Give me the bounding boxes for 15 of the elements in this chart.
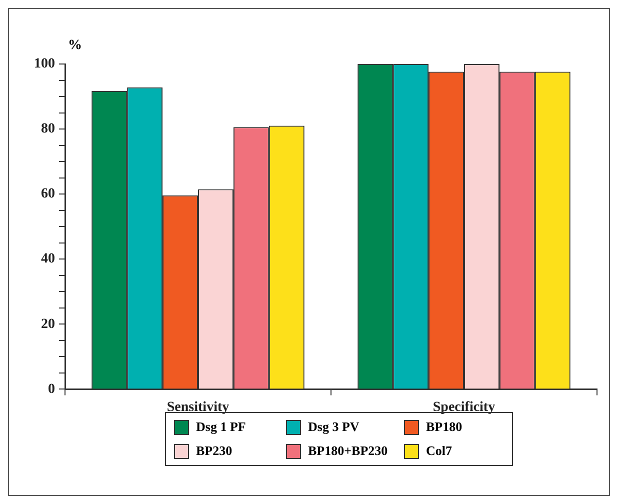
y-tick-label: 20	[41, 316, 55, 332]
y-tick-label: 80	[41, 122, 55, 137]
y-tick-label: 60	[41, 186, 55, 202]
legend-label: BP230	[196, 443, 232, 459]
y-tick-label: 40	[41, 252, 55, 267]
legend-label: Dsg 3 PV	[308, 419, 360, 435]
x-tick-label: Specificity	[432, 400, 496, 416]
y-tick-label: 100	[34, 56, 55, 72]
legend-label: BP180+BP230	[308, 443, 388, 459]
y-axis-title: %	[68, 38, 82, 54]
legend-label: Dsg 1 PF	[196, 419, 246, 435]
legend-label: BP180	[426, 419, 462, 435]
legend-label: Col7	[426, 443, 452, 459]
x-tick-label: Sensitivity	[166, 400, 230, 416]
y-tick-label: 0	[48, 382, 55, 397]
